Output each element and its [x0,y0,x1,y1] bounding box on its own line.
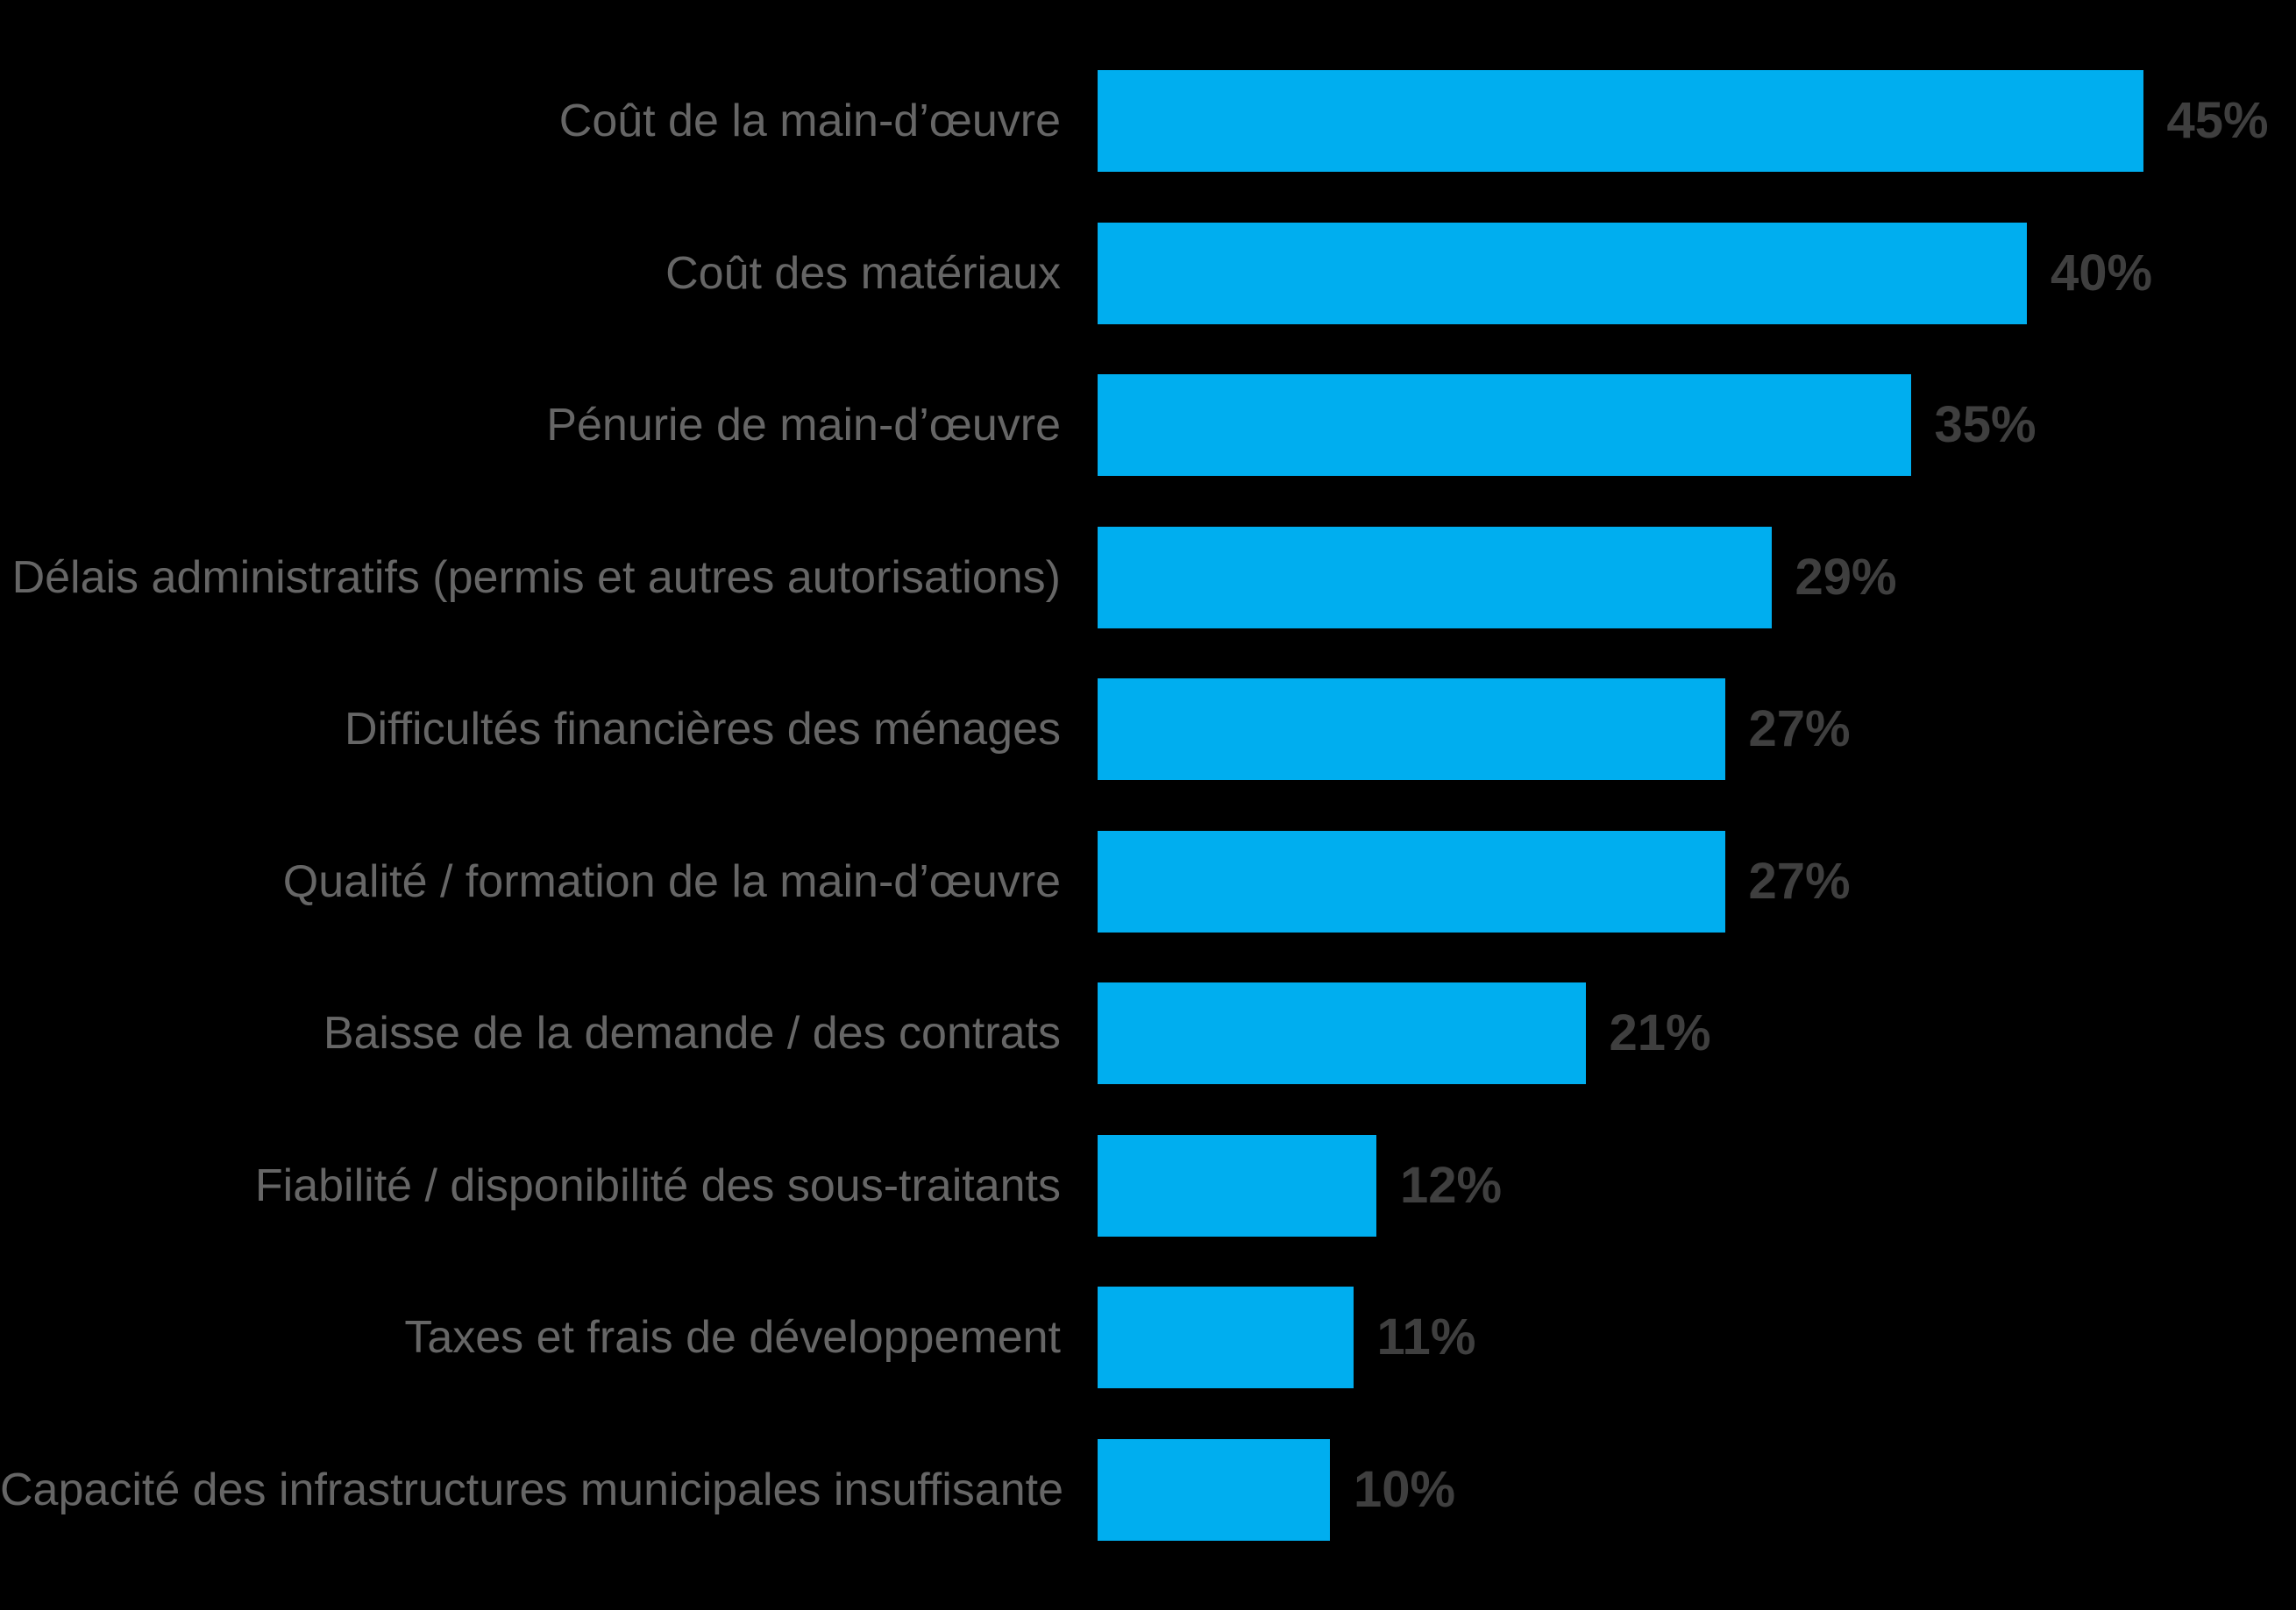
category-label: Délais administratifs (permis et autres … [11,551,1061,603]
bar [1098,374,1911,476]
value-label: 27% [1748,700,1851,757]
bar [1098,1438,1330,1541]
category-label: Coût de la main-d’œuvre [558,96,1061,146]
value-label: 45% [2166,92,2269,149]
bar-row: Fiabilité / disponibilité des sous-trait… [0,1134,2296,1237]
bar-row: Capacité des infrastructures municipales… [0,1438,2296,1541]
value-label: 35% [1934,396,2037,453]
bar [1098,70,2143,172]
bar-row: Coût de la main-d’œuvre 45% [0,70,2296,172]
bar-row: Délais administratifs (permis et autres … [0,526,2296,628]
bar-row: Baisse de la demande / des contrats 21% [0,982,2296,1084]
bar [1098,982,1586,1084]
category-label: Difficultés financières des ménages [344,704,1061,755]
category-label: Capacité des infrastructures municipales… [0,1464,1063,1515]
bar [1098,830,1725,933]
bar-row: Difficultés financières des ménages 27% [0,678,2296,780]
category-label: Baisse de la demande / des contrats [323,1008,1061,1059]
value-label: 27% [1748,852,1851,910]
value-label: 40% [2051,244,2153,301]
bar-row: Taxes et frais de développement 11% [0,1287,2296,1388]
bar [1098,1134,1376,1237]
category-label: Fiabilité / disponibilité des sous-trait… [254,1160,1061,1211]
value-label: 10% [1354,1460,1456,1518]
value-label: 11% [1376,1309,1476,1365]
category-label: Qualité / formation de la main-d’œuvre [282,855,1061,907]
category-label: Coût des matériaux [665,247,1061,299]
bar [1098,1287,1354,1388]
value-label: 12% [1400,1156,1503,1214]
bar [1098,678,1725,780]
value-label: 29% [1795,548,1897,606]
category-label: Pénurie de main-d’œuvre [546,400,1061,450]
value-label: 21% [1609,1004,1711,1061]
bar [1098,526,1772,628]
bar [1098,222,2027,324]
category-label: Taxes et frais de développement [404,1312,1061,1363]
bar-row: Pénurie de main-d’œuvre 35% [0,374,2296,476]
bar-row: Coût des matériaux 40% [0,222,2296,324]
bar-row: Qualité / formation de la main-d’œuvre 27… [0,830,2296,933]
